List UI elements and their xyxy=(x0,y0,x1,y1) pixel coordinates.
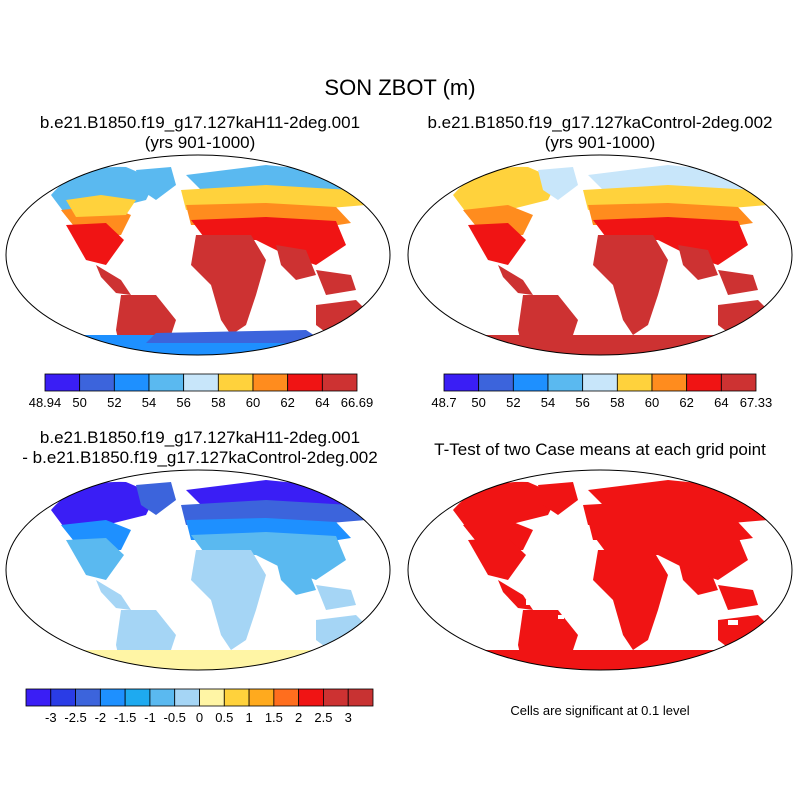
colorbar-swatch xyxy=(321,373,358,392)
colorbar-swatch xyxy=(99,688,126,707)
panel1-title-line2: (yrs 901-1000) xyxy=(144,133,256,152)
panel4-title-line1: T-Test of two Case means at each grid po… xyxy=(434,440,766,459)
panel2-title-line1: b.e21.B1850.f19_g17.127kaControl-2deg.00… xyxy=(427,113,773,132)
colorbar-tick-label: 2 xyxy=(295,710,302,725)
colorbar-tick-label: -0.5 xyxy=(164,710,186,725)
colorbar-tick-label: 3 xyxy=(345,710,352,725)
colorbar-tick-label: -1 xyxy=(144,710,156,725)
panel1-title-line1: b.e21.B1850.f19_g17.127kaH11-2deg.001 xyxy=(39,113,361,132)
panel3-title-line2: - b.e21.B1850.f19_g17.127kaControl-2deg.… xyxy=(22,448,378,467)
colorbar-tick-label: 0.5 xyxy=(215,710,233,725)
colorbar-swatch xyxy=(149,688,176,707)
colorbar-swatch xyxy=(50,688,76,707)
colorbar-tick-label: 2.5 xyxy=(314,710,332,725)
colorbar-tick-label: 48.7 xyxy=(431,395,456,410)
colorbar-tick-label: 60 xyxy=(246,395,260,410)
colorbar-tick-label: 54 xyxy=(541,395,555,410)
colorbar-tick-label: 58 xyxy=(610,395,624,410)
colorbar-tick-label: 50 xyxy=(72,395,86,410)
colorbar-swatch xyxy=(217,373,254,392)
colorbar-tick-label: 1.5 xyxy=(265,710,283,725)
colorbar-tick-label: 0 xyxy=(196,710,203,725)
colorbar-tick-label: 64 xyxy=(714,395,728,410)
colorbar-swatch xyxy=(547,373,584,392)
colorbar-swatch xyxy=(248,688,275,707)
colorbar-tick-label: 52 xyxy=(107,395,121,410)
colorbar-swatch xyxy=(183,373,219,392)
colorbar-tick-label: 66.69 xyxy=(341,395,374,410)
panel3-map xyxy=(26,480,376,670)
panel4-map-border xyxy=(407,469,793,671)
panel2-title: b.e21.B1850.f19_g17.127kaControl-2deg.00… xyxy=(400,113,800,153)
colorbar-swatch xyxy=(44,373,81,392)
colorbar-swatch xyxy=(25,688,52,707)
colorbar-tick-label: 1 xyxy=(245,710,252,725)
colorbar-swatch xyxy=(582,373,618,392)
colorbar-swatch xyxy=(651,373,688,392)
colorbar-swatch xyxy=(720,373,757,392)
colorbar-swatch xyxy=(113,373,150,392)
colorbar-swatch xyxy=(686,373,722,392)
panel1-title: b.e21.B1850.f19_g17.127kaH11-2deg.001 (y… xyxy=(0,113,400,153)
colorbar-tick-label: -2.5 xyxy=(64,710,86,725)
colorbar-tick-label: 62 xyxy=(679,395,693,410)
colorbar-swatch xyxy=(174,688,200,707)
panel2-map-border xyxy=(407,154,793,356)
panel3-map-border xyxy=(5,469,391,671)
panel2-colorbar: 48.7 50 52 54 56 58 60 62 64 67.33 xyxy=(431,373,773,410)
colorbar-swatch xyxy=(75,688,101,707)
colorbar-tick-label: -1.5 xyxy=(114,710,136,725)
panel1-colorbar: 48.94 50 52 54 56 58 60 62 64 66.69 xyxy=(29,373,374,410)
colorbar-tick-label: 56 xyxy=(575,395,589,410)
panel4-title: T-Test of two Case means at each grid po… xyxy=(400,440,800,460)
colorbar-tick-label: 62 xyxy=(280,395,294,410)
colorbar-swatch xyxy=(512,373,549,392)
colorbar-swatch xyxy=(252,373,289,392)
colorbar-tick-label: 54 xyxy=(142,395,156,410)
panel1-map-border xyxy=(5,154,391,356)
panel2-title-line2: (yrs 901-1000) xyxy=(544,133,656,152)
panel3-colorbar: -3 -2.5 -2 -1.5 -1 -0.5 0 0.5 1 1.5 2 2.5 3 xyxy=(25,688,374,725)
panel3-title: b.e21.B1850.f19_g17.127kaH11-2deg.001 - … xyxy=(0,428,400,468)
panel2-map xyxy=(428,165,778,355)
colorbar-swatch xyxy=(443,373,480,392)
colorbar-tick-label: -2 xyxy=(95,710,107,725)
colorbar-tick-label: 56 xyxy=(176,395,190,410)
colorbar-swatch xyxy=(199,688,225,707)
colorbar-tick-label: 52 xyxy=(506,395,520,410)
colorbar-tick-label: 48.94 xyxy=(29,395,62,410)
colorbar-swatch xyxy=(79,373,115,392)
significance-note: Cells are significant at 0.1 level xyxy=(510,703,690,718)
colorbar-tick-label: 50 xyxy=(471,395,485,410)
colorbar-swatch xyxy=(616,373,653,392)
panel3-title-line1: b.e21.B1850.f19_g17.127kaH11-2deg.001 xyxy=(39,428,361,447)
colorbar-swatch xyxy=(273,688,300,707)
colorbar-tick-label: -3 xyxy=(45,710,57,725)
colorbar-swatch xyxy=(323,688,349,707)
panel1-map xyxy=(26,165,376,355)
colorbar-swatch xyxy=(347,688,374,707)
colorbar-tick-label: 64 xyxy=(315,395,329,410)
colorbar-tick-label: 58 xyxy=(211,395,225,410)
colorbar-swatch xyxy=(223,688,250,707)
colorbar-tick-label: 60 xyxy=(645,395,659,410)
figure-title: SON ZBOT (m) xyxy=(324,75,476,100)
colorbar-tick-label: 67.33 xyxy=(740,395,773,410)
colorbar-swatch xyxy=(148,373,185,392)
colorbar-swatch xyxy=(287,373,323,392)
colorbar-swatch xyxy=(478,373,514,392)
colorbar-swatch xyxy=(124,688,151,707)
panel4-map xyxy=(428,480,778,670)
colorbar-swatch xyxy=(298,688,324,707)
colorbars: 48.94 50 52 54 56 58 60 62 64 66.69 48.7 50 52 54 56 58… xyxy=(25,373,773,725)
